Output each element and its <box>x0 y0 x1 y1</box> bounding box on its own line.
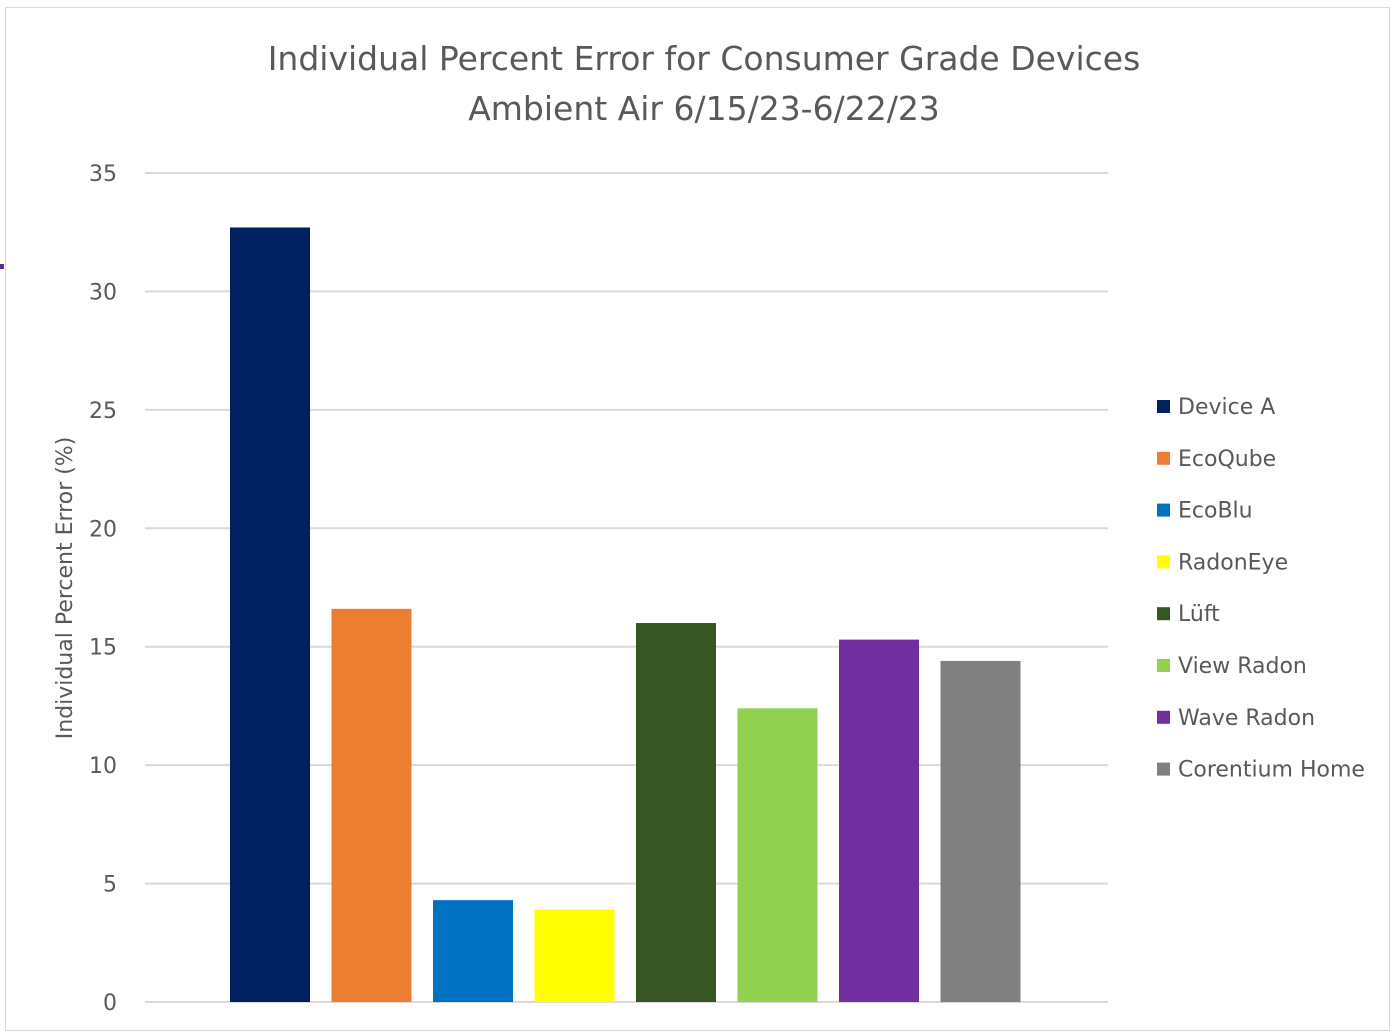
chart-subtitle: Ambient Air 6/15/23-6/22/23 <box>468 89 940 128</box>
y-tick-labels: 0 5 10 15 20 25 30 35 <box>89 162 117 1016</box>
legend-swatch <box>1157 555 1170 569</box>
bar-l-ft <box>636 623 716 1002</box>
legend-swatch <box>1157 503 1170 517</box>
edge-mark <box>0 264 4 269</box>
legend-label: EcoBlu <box>1178 499 1253 524</box>
legend-label: Wave Radon <box>1178 706 1315 731</box>
legend-label: View Radon <box>1178 654 1307 679</box>
bar-view-radon <box>737 708 818 1002</box>
legend: Device A EcoQube EcoBlu RadonEye Lüft View Ra… <box>1157 395 1365 783</box>
y-tick-label: 15 <box>89 636 117 661</box>
y-tick-label: 5 <box>103 873 117 898</box>
bar-radoneye <box>534 909 615 1002</box>
y-tick-label: 30 <box>89 280 117 305</box>
legend-label: Corentium Home <box>1178 758 1365 783</box>
legend-swatch <box>1157 710 1170 724</box>
bar-wave-radon <box>839 639 919 1002</box>
legend-label: EcoQube <box>1178 447 1276 472</box>
legend-swatch <box>1157 607 1170 621</box>
y-tick-label: 0 <box>103 991 117 1016</box>
bar-device-a <box>230 227 310 1002</box>
chart-title: Individual Percent Error for Consumer Gr… <box>268 39 1141 78</box>
bar-corentium-home <box>940 660 1021 1002</box>
bar-ecoqube <box>331 608 412 1002</box>
legend-label: Device A <box>1178 395 1275 420</box>
y-tick-label: 25 <box>89 399 117 424</box>
legend-label: RadonEye <box>1178 550 1288 575</box>
y-axis-title: Individual Percent Error (%) <box>53 437 78 740</box>
bar-ecoblu <box>433 900 513 1002</box>
bars <box>230 227 1021 1002</box>
legend-swatch <box>1157 659 1170 672</box>
legend-swatch <box>1157 451 1170 465</box>
legend-swatch <box>1157 762 1170 776</box>
legend-label: Lüft <box>1178 602 1220 627</box>
y-tick-label: 35 <box>89 162 117 187</box>
legend-swatch <box>1157 400 1170 413</box>
y-tick-label: 10 <box>89 754 117 779</box>
y-tick-label: 20 <box>89 517 117 542</box>
